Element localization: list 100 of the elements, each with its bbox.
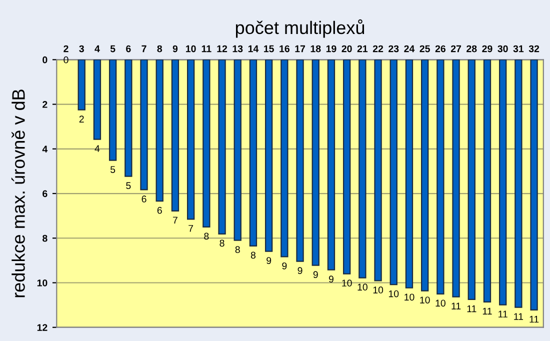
- x-tick-label: 25: [420, 45, 430, 52]
- x-tick-label: 17: [295, 45, 306, 52]
- data-label: 7: [173, 216, 178, 224]
- bar: [327, 60, 336, 270]
- x-tick-label: 9: [172, 45, 178, 52]
- data-label: 11: [498, 310, 508, 318]
- data-label: 9: [282, 262, 287, 270]
- x-tick-label: 31: [513, 45, 524, 52]
- y-tick-label: 0: [42, 56, 48, 64]
- data-label: 6: [157, 206, 162, 214]
- x-tick-label: 11: [202, 45, 212, 52]
- bar: [108, 60, 117, 161]
- x-tick-label: 8: [157, 45, 162, 52]
- bar: [280, 60, 288, 258]
- data-label: 8: [204, 232, 209, 240]
- data-label: 6: [142, 196, 146, 202]
- data-label: 10: [388, 290, 399, 298]
- bar: [93, 60, 102, 140]
- y-tick-label: 8: [42, 234, 48, 242]
- x-tick-label: 29: [482, 45, 492, 52]
- data-label: 11: [482, 308, 492, 315]
- bar: [218, 60, 226, 234]
- y-tick-label: 10: [37, 279, 48, 286]
- data-label: 10: [342, 280, 352, 287]
- bar: [514, 60, 522, 308]
- data-label: 10: [404, 294, 414, 301]
- bar: [186, 60, 195, 220]
- x-tick-label: 7: [142, 45, 146, 52]
- data-label: 4: [94, 145, 100, 152]
- data-label: 7: [188, 225, 194, 232]
- bar: [312, 60, 320, 266]
- y-tick-label: 2: [42, 101, 48, 108]
- x-tick-label: 24: [404, 45, 415, 52]
- bar: [421, 60, 429, 292]
- bar: [249, 60, 258, 246]
- x-tick-label: 10: [186, 45, 196, 52]
- x-tick-label: 28: [466, 45, 477, 52]
- x-tick-label: 19: [326, 45, 336, 52]
- data-label: 9: [328, 276, 334, 283]
- bar: [156, 60, 164, 202]
- x-tick-label: 6: [126, 45, 131, 52]
- data-label: 8: [220, 240, 224, 247]
- bar: [452, 60, 460, 298]
- bar: [124, 60, 132, 177]
- bar: [390, 60, 398, 286]
- data-label: 2: [79, 116, 84, 122]
- x-tick-label: 23: [388, 45, 399, 52]
- bar: [78, 60, 86, 110]
- x-tick-label: 16: [280, 45, 290, 52]
- y-tick-label: 12: [37, 324, 48, 331]
- bar: [264, 60, 273, 252]
- y-tick-label: 6: [42, 190, 48, 198]
- y-tick-label: 4: [42, 146, 48, 152]
- data-label: 0: [64, 56, 68, 64]
- bar: [483, 60, 492, 302]
- data-label: 8: [250, 252, 256, 259]
- data-label: 5: [110, 166, 116, 173]
- x-tick-label: 18: [310, 45, 321, 52]
- x-tick-label: 12: [217, 45, 228, 52]
- x-tick-label: 32: [528, 45, 540, 52]
- data-label: 10: [358, 284, 368, 291]
- x-tick-label: 2: [64, 45, 68, 52]
- x-tick-label: 30: [498, 45, 508, 52]
- data-label: 11: [514, 313, 524, 320]
- data-label: 11: [467, 305, 476, 312]
- bar: [296, 60, 304, 262]
- x-tick-label: 14: [248, 45, 259, 52]
- bar: [530, 60, 538, 311]
- bar: [171, 60, 180, 212]
- x-tick-label: 22: [372, 45, 384, 52]
- x-tick-label: 21: [357, 45, 368, 52]
- bar: [405, 60, 414, 288]
- x-tick-label: 27: [450, 45, 462, 52]
- x-tick-label: 20: [342, 45, 352, 52]
- data-label: 11: [530, 316, 539, 323]
- bar: [436, 60, 444, 294]
- data-label: 9: [313, 271, 318, 278]
- data-label: 8: [235, 246, 240, 254]
- data-label: 5: [126, 182, 131, 190]
- x-tick-label: 15: [264, 45, 274, 52]
- bar: [234, 60, 242, 241]
- bar: [342, 60, 351, 274]
- bar: [374, 60, 382, 282]
- x-tick-label: 5: [110, 45, 116, 52]
- data-label: 10: [436, 300, 446, 307]
- data-label: 10: [420, 296, 430, 304]
- y-axis-title: redukce max. úrovně v dB: [11, 90, 25, 298]
- data-label: 10: [373, 286, 384, 294]
- data-label: 9: [298, 267, 302, 274]
- x-tick-label: 13: [232, 45, 243, 52]
- bar: [202, 60, 210, 228]
- x-tick-label: 3: [79, 45, 84, 52]
- x-tick-label: 4: [94, 45, 100, 52]
- data-label: 11: [452, 302, 461, 310]
- bar: [499, 60, 507, 306]
- bar: [140, 60, 148, 190]
- x-tick-label: 26: [435, 45, 446, 52]
- bar: [468, 60, 476, 300]
- bar: [358, 60, 366, 278]
- x-axis-title: počet multiplexů: [236, 19, 364, 38]
